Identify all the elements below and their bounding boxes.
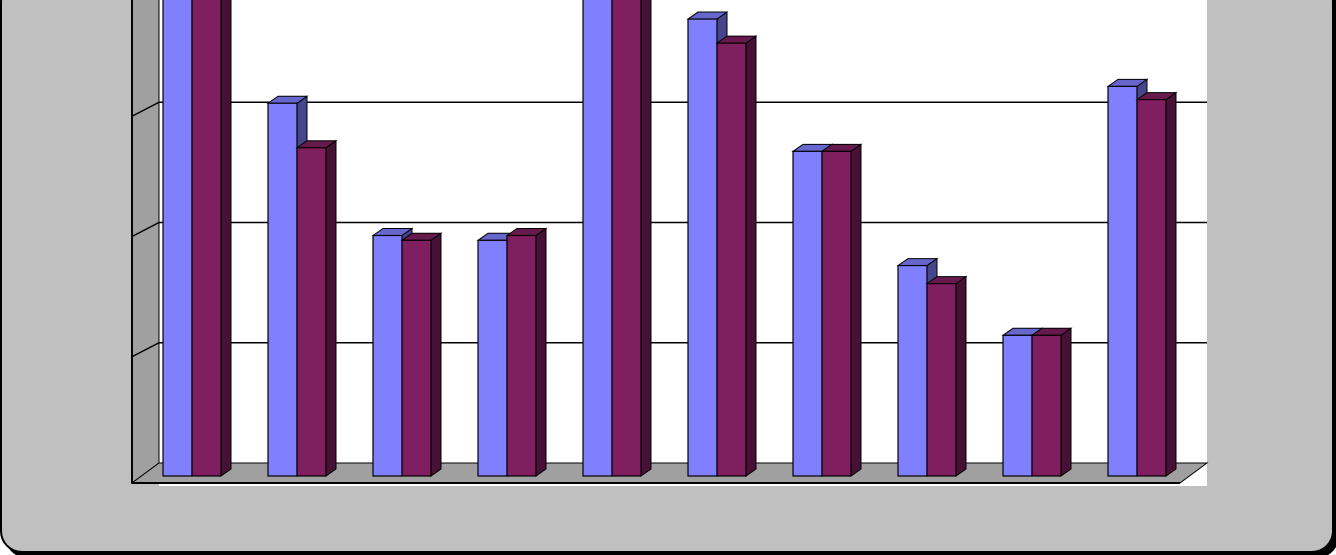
bar-series-2-item-10: [1135, 91, 1178, 477]
bar-side: [1165, 91, 1177, 477]
bar-front: [162, 0, 193, 477]
bar-front: [1107, 85, 1138, 477]
bar-side: [1060, 327, 1072, 477]
gridline: [131, 101, 160, 117]
bar-side: [535, 227, 547, 477]
bar-side: [325, 139, 337, 477]
bar-series-2-item-8: [925, 275, 968, 477]
bar-front: [191, 0, 222, 477]
bar-series-2-item-6: [715, 35, 758, 477]
bar-front: [267, 102, 298, 477]
bar-front: [1002, 334, 1033, 477]
bar-front: [897, 264, 928, 477]
bar-side: [430, 232, 442, 477]
bar-side: [745, 35, 757, 477]
bar-series-2-item-1: [191, 0, 232, 477]
gridline: [131, 342, 160, 358]
bar-series-2-item-3: [400, 232, 443, 477]
bars: [162, 0, 1178, 477]
bar-front: [611, 0, 642, 477]
bar-side: [640, 0, 652, 477]
bar-front: [1136, 99, 1167, 477]
bar-front: [401, 239, 432, 477]
bar-front: [477, 239, 508, 477]
bar-side: [220, 0, 232, 477]
bar-front: [506, 234, 537, 477]
bar-series-2-item-4: [505, 227, 548, 477]
bar-front: [582, 0, 613, 477]
side-wall: [131, 0, 160, 484]
bar-front: [926, 283, 957, 477]
bar-front: [687, 18, 718, 477]
bar-series-2-item-9: [1030, 327, 1073, 477]
bar-series-2-item-5: [611, 0, 652, 477]
bar-front: [372, 234, 403, 477]
bar-series-2-item-7: [820, 143, 863, 477]
bar-side: [955, 275, 967, 477]
bar-side: [850, 143, 862, 477]
bar-front: [296, 147, 327, 477]
bar-front: [821, 150, 852, 477]
bar-front: [792, 150, 823, 477]
bar-front: [716, 42, 747, 477]
bar-front: [1031, 334, 1062, 477]
gridline: [131, 221, 160, 238]
bar-series-2-item-2: [295, 139, 338, 477]
